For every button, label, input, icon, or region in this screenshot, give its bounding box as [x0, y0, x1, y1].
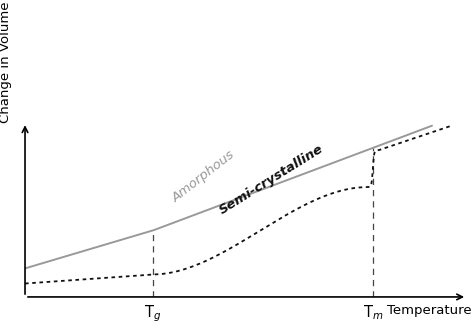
Text: Semi-crystalline: Semi-crystalline [217, 142, 326, 217]
Text: Amorphous: Amorphous [170, 148, 237, 205]
Text: Change in Volume: Change in Volume [0, 2, 12, 123]
Text: Temperature: Temperature [387, 305, 471, 317]
Text: T$_g$: T$_g$ [144, 304, 161, 324]
Text: T$_m$: T$_m$ [363, 304, 383, 322]
